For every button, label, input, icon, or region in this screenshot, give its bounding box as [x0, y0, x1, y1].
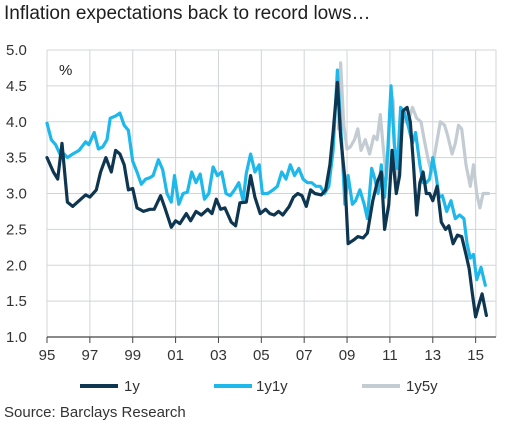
y-tick-label: 2.5	[6, 221, 27, 238]
x-tick-label: 07	[296, 347, 313, 364]
series-line-1y1y	[45, 68, 487, 287]
y-tick-label: 5.0	[6, 42, 27, 59]
chart-title: Inflation expectations back to record lo…	[4, 3, 371, 24]
y-tick-label: 1.0	[6, 329, 27, 346]
x-tick-label: 03	[210, 347, 227, 364]
y-axis: 1.0 1.5 2.0 2.5 3.0 3.5 4.0 4.5 5.0	[6, 42, 27, 346]
legend: 1y 1y1y 1y5y	[80, 378, 438, 395]
unit-label: %	[59, 62, 72, 79]
legend-label-1y1y: 1y1y	[256, 378, 288, 395]
y-tick-label: 1.5	[6, 293, 27, 310]
x-tick-label: 15	[467, 347, 484, 364]
y-tick-label: 3.0	[6, 186, 27, 203]
x-tick-label: 97	[82, 347, 99, 364]
series-line-1y	[45, 80, 488, 319]
gridlines	[46, 49, 497, 337]
y-tick-label: 4.5	[6, 78, 27, 95]
series-lines	[45, 61, 491, 319]
y-tick-label: 2.0	[6, 257, 27, 274]
x-tick-label: 05	[253, 347, 270, 364]
x-tick-label: 99	[124, 347, 141, 364]
y-tick-label: 3.5	[6, 150, 27, 167]
x-axis: 95 97 99 01 03 05 07 09 11 13 15	[39, 336, 496, 364]
x-tick-label: 11	[382, 347, 398, 364]
legend-label-1y: 1y	[124, 378, 140, 395]
x-tick-label: 09	[339, 347, 356, 364]
legend-label-1y5y: 1y5y	[406, 378, 438, 395]
source-note: Source: Barclays Research	[4, 404, 186, 421]
y-tick-label: 4.0	[6, 114, 27, 131]
x-tick-label: 95	[39, 347, 56, 364]
x-tick-label: 01	[167, 347, 184, 364]
x-tick-label: 13	[424, 347, 441, 364]
